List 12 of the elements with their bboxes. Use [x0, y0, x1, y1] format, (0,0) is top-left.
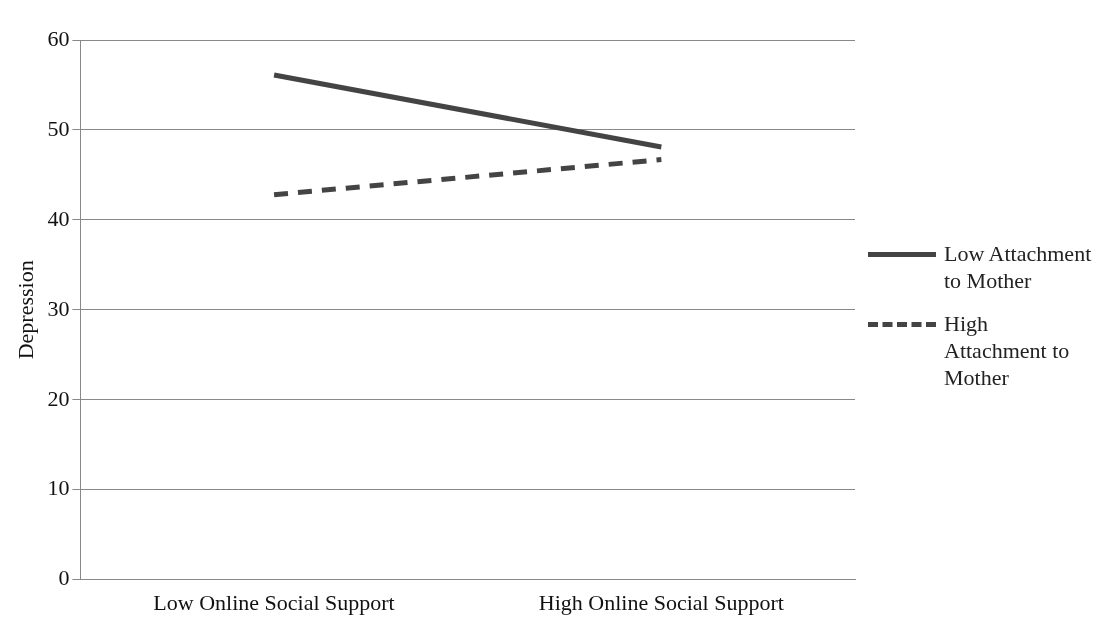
y-tick-label: 60: [47, 25, 70, 51]
y-tick-label: 40: [47, 205, 70, 231]
y-tick-label: 30: [47, 295, 70, 321]
y-axis-title: Depression: [12, 260, 38, 360]
x-tick-label: High Online Social Support: [538, 589, 784, 615]
y-tick-label: 0: [58, 565, 70, 591]
y-tick-label: 10: [47, 475, 70, 501]
y-tick-label: 20: [47, 385, 70, 411]
y-tick-label: 50: [47, 115, 70, 141]
legend-label: High Attachment to Mother: [944, 310, 1071, 391]
legend-label: Low Attachment to Mother: [944, 240, 1093, 294]
x-tick-label: Low Online Social Support: [153, 589, 395, 615]
